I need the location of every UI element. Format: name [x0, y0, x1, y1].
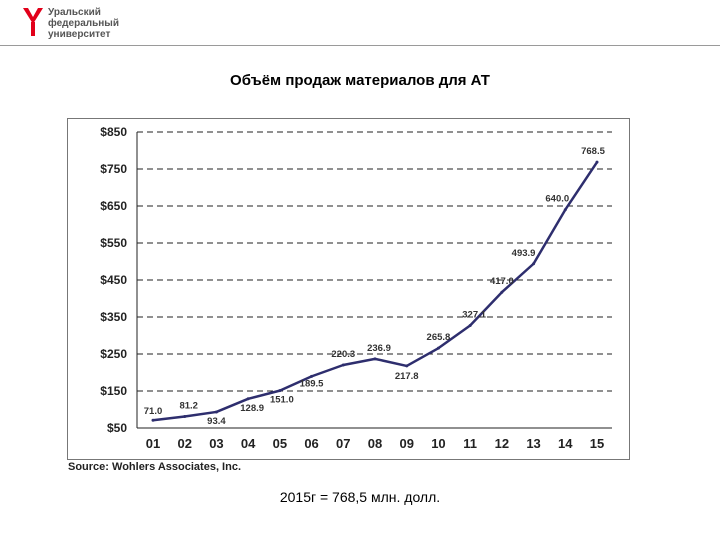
- x-tick-label: 11: [463, 436, 477, 451]
- data-point: [563, 208, 567, 212]
- x-tick-label: 12: [495, 436, 509, 451]
- source-note: Source: Wohlers Associates, Inc.: [68, 461, 242, 473]
- university-logo: Уральский федеральный университет: [22, 6, 142, 42]
- data-point: [341, 363, 345, 367]
- slide-title: Объём продаж материалов для АТ: [230, 72, 490, 89]
- data-point: [405, 364, 409, 368]
- footer-note: 2015г = 768,5 млн. долл.: [279, 489, 441, 505]
- data-point: [468, 323, 472, 327]
- data-label: 417.0: [490, 276, 514, 287]
- data-point: [246, 397, 250, 401]
- data-label: 236.9: [367, 343, 391, 354]
- data-point: [532, 262, 536, 266]
- y-tick-label: $550: [100, 236, 127, 250]
- data-point: [500, 290, 504, 294]
- x-tick-label: 01: [146, 436, 160, 451]
- data-point: [278, 389, 282, 393]
- x-tick-label: 02: [177, 436, 191, 451]
- header-divider: [0, 45, 720, 46]
- x-tick-label: 10: [431, 436, 445, 451]
- data-label: 220.3: [331, 349, 355, 360]
- data-point: [595, 160, 599, 164]
- y-tick-label: $250: [100, 347, 127, 361]
- data-point: [183, 414, 187, 418]
- x-tick-label: 06: [304, 436, 318, 451]
- data-label: 640.0: [545, 194, 569, 205]
- chart-frame: [67, 118, 630, 460]
- data-point: [214, 410, 218, 414]
- x-tick-label: 07: [336, 436, 350, 451]
- data-label: 128.9: [240, 403, 264, 414]
- data-point: [151, 418, 155, 422]
- logo-line: университет: [48, 29, 111, 40]
- logo-line: Уральский: [48, 7, 101, 18]
- y-tick-label: $750: [100, 162, 127, 176]
- y-tick-label: $150: [100, 384, 127, 398]
- x-tick-label: 04: [241, 436, 256, 451]
- logo-text: Уральский федеральный университет: [48, 7, 119, 40]
- data-label: 189.5: [300, 378, 324, 389]
- x-tick-label: 15: [590, 436, 604, 451]
- data-point: [373, 357, 377, 361]
- data-label: 217.8: [395, 371, 419, 382]
- ural-university-logo-icon: [23, 8, 43, 36]
- data-label: 327.1: [462, 309, 486, 320]
- series-line: [152, 161, 599, 422]
- data-label: 493.9: [512, 248, 536, 259]
- x-tick-label: 08: [368, 436, 382, 451]
- y-tick-label: $350: [100, 310, 127, 324]
- data-point: [310, 374, 314, 378]
- data-point: [436, 346, 440, 350]
- x-tick-label: 13: [526, 436, 540, 451]
- data-label: 768.5: [581, 146, 605, 157]
- data-label: 265.8: [427, 332, 451, 343]
- x-tick-label: 05: [273, 436, 287, 451]
- x-tick-label: 03: [209, 436, 223, 451]
- y-tick-label: $650: [100, 199, 127, 213]
- x-tick-label: 14: [558, 436, 573, 451]
- sales-line-chart: $50 $150 $250 $350 $450 $550 $650 $750 $850 01 02 0…: [100, 125, 612, 451]
- x-tick-label: 09: [399, 436, 413, 451]
- logo-line: федеральный: [48, 18, 119, 29]
- data-label: 151.0: [270, 395, 294, 406]
- data-label: 81.2: [179, 400, 198, 411]
- y-tick-label: $450: [100, 273, 127, 287]
- y-tick-label: $850: [100, 125, 127, 139]
- data-label: 93.4: [207, 416, 226, 427]
- data-label: 71.0: [144, 406, 163, 417]
- y-tick-label: $50: [107, 421, 127, 435]
